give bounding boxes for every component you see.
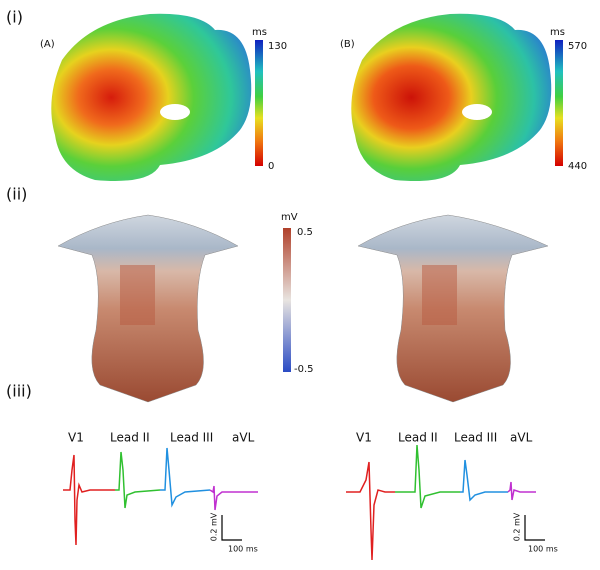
row-label: (i) — [6, 8, 23, 27]
colorbar-unit: ms — [252, 27, 267, 38]
lead-label: V1 — [356, 431, 372, 445]
ecg-trace — [160, 447, 211, 508]
lead-label: Lead II — [398, 431, 438, 445]
colorbar-max: 0.5 — [297, 227, 313, 238]
colorbar-max: 130 — [268, 41, 287, 52]
colorbar — [255, 40, 263, 166]
lead-label: V1 — [68, 431, 84, 445]
scale-bar — [221, 515, 242, 541]
colorbar — [555, 40, 563, 166]
row-label: (ii) — [6, 185, 27, 204]
ecg-trace — [63, 454, 115, 546]
colorbar-unit: ms — [550, 27, 565, 38]
activation-map — [351, 13, 552, 181]
lead-label: Lead III — [170, 431, 213, 445]
lead-label: aVL — [510, 431, 533, 445]
colorbar-unit: mV — [281, 212, 298, 223]
colorbar — [283, 228, 291, 372]
colorbar-min: 440 — [568, 161, 587, 172]
map-label: (B) — [340, 39, 355, 50]
lead-label: Lead III — [454, 431, 497, 445]
map-label: (A) — [40, 39, 55, 50]
hole — [462, 104, 492, 120]
shade — [120, 265, 155, 325]
shade — [422, 265, 457, 325]
ecg-trace — [346, 461, 395, 561]
scale-label: 100 ms — [228, 545, 258, 554]
lead-label: Lead II — [110, 431, 150, 445]
ecg-trace — [209, 485, 258, 511]
scale-label: 100 ms — [528, 545, 558, 554]
ecg-trace — [115, 451, 161, 509]
scale-label: 0.2 mV — [210, 512, 219, 541]
lead-label: aVL — [232, 431, 255, 445]
ecg-trace — [460, 459, 508, 502]
row-label: (iii) — [6, 382, 32, 401]
colorbar-min: 0 — [268, 161, 274, 172]
activation-map — [51, 13, 252, 181]
scale-label: 0.2 mV — [513, 512, 522, 541]
scale-bar — [524, 515, 545, 541]
ecg-trace — [507, 481, 536, 501]
hole — [160, 104, 190, 120]
colorbar-min: -0.5 — [294, 364, 314, 375]
ecg-trace — [395, 444, 460, 509]
colorbar-max: 570 — [568, 41, 587, 52]
